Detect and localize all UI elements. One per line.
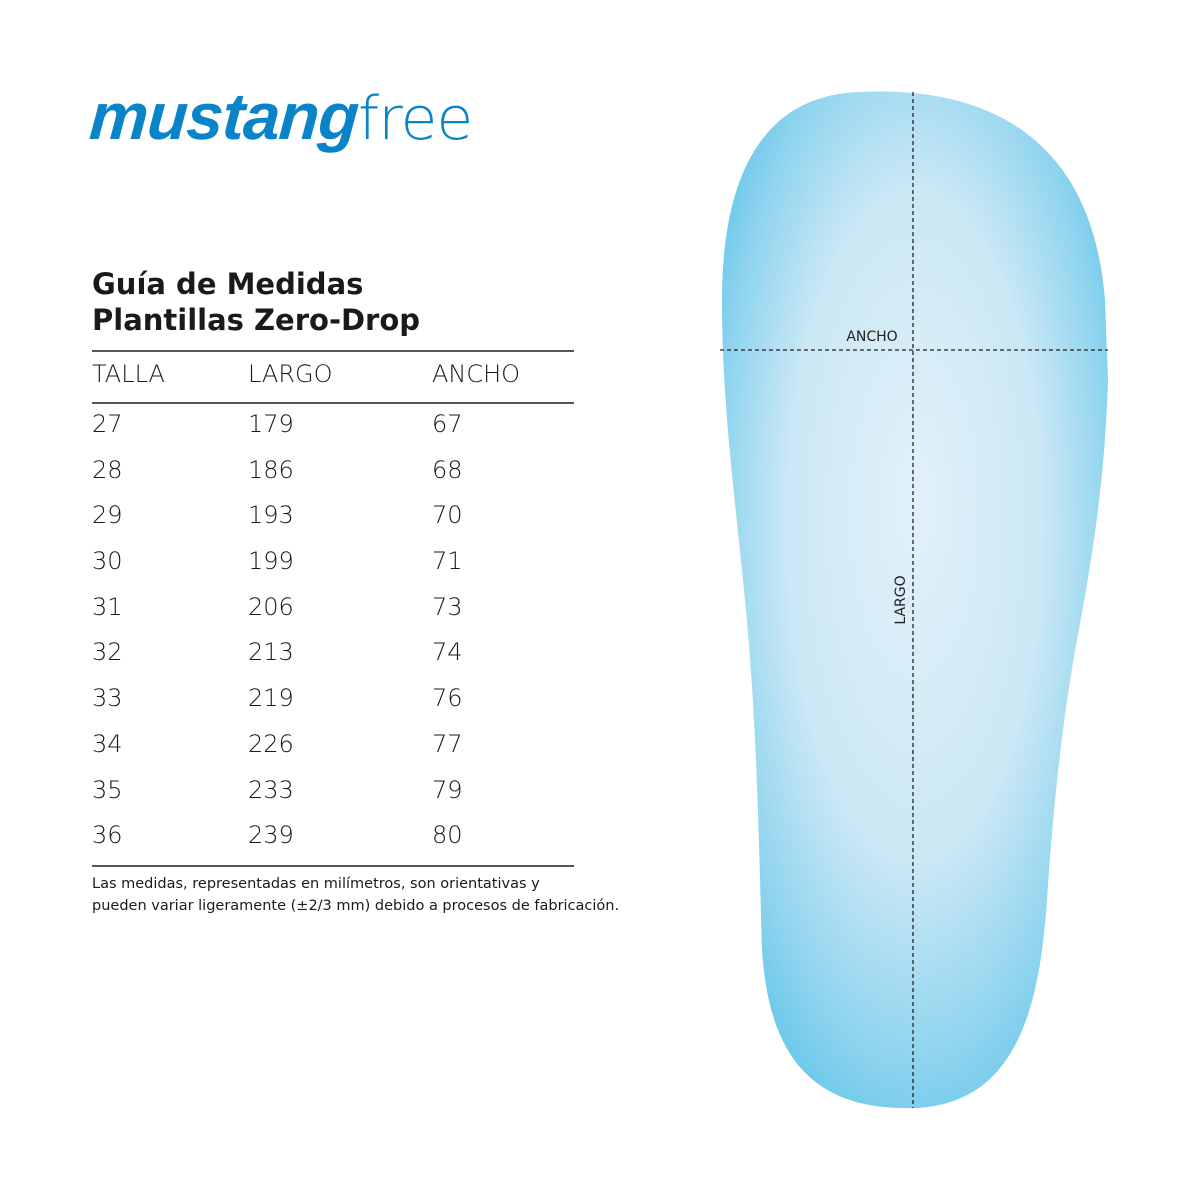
table-row: 32 213 74 — [92, 638, 574, 684]
cell-largo: 213 — [248, 638, 294, 667]
table-row: 35 233 79 — [92, 776, 574, 822]
logo-light-text: free — [358, 84, 473, 154]
cell-largo: 193 — [248, 501, 294, 530]
cell-ancho: 67 — [432, 410, 463, 438]
table-bottom-rule — [92, 865, 574, 867]
cell-talla: 36 — [92, 821, 123, 850]
cell-ancho: 77 — [432, 729, 463, 758]
length-label: LARGO — [893, 575, 909, 624]
table-header: TALLA LARGO ANCHO — [92, 360, 574, 402]
cell-largo: 226 — [248, 729, 294, 758]
cell-talla: 31 — [92, 592, 123, 621]
table-header-rule — [92, 402, 574, 404]
title-line-2: Plantillas Zero-Drop — [92, 303, 421, 337]
cell-ancho: 79 — [432, 775, 463, 804]
cell-talla: 34 — [92, 729, 123, 758]
table-row: 34 226 77 — [92, 730, 574, 776]
width-label: ANCHO — [846, 329, 897, 345]
cell-talla: 29 — [92, 501, 123, 530]
table-row: 27 179 67 — [92, 410, 574, 456]
table-row: 28 186 68 — [92, 456, 574, 502]
cell-largo: 233 — [248, 775, 294, 804]
note-line-1: Las medidas, representadas en milímetros… — [92, 876, 540, 892]
brand-logo: mustangfree — [87, 78, 473, 154]
cell-largo: 199 — [248, 547, 294, 576]
table-row: 30 199 71 — [92, 547, 574, 593]
insole-shape — [722, 91, 1108, 1109]
disclaimer-note: Las medidas, representadas en milímetros… — [92, 873, 619, 917]
cell-largo: 219 — [248, 684, 294, 713]
cell-talla: 28 — [92, 455, 123, 484]
note-line-2: pueden variar ligeramente (±2/3 mm) debi… — [92, 898, 620, 914]
cell-talla: 35 — [92, 775, 123, 804]
cell-talla: 30 — [92, 547, 123, 576]
table-row: 33 219 76 — [92, 684, 574, 730]
header-largo: LARGO — [248, 360, 333, 388]
cell-largo: 239 — [248, 821, 294, 850]
cell-ancho: 70 — [432, 501, 463, 530]
cell-largo: 206 — [248, 592, 294, 621]
cell-talla: 32 — [92, 638, 123, 667]
cell-ancho: 74 — [432, 638, 463, 667]
cell-ancho: 68 — [432, 455, 463, 484]
page-title: Guía de Medidas Plantillas Zero-Drop — [92, 266, 420, 338]
cell-talla: 33 — [92, 684, 123, 713]
table-top-rule — [92, 350, 574, 352]
table-row: 29 193 70 — [92, 501, 574, 547]
cell-largo: 186 — [248, 455, 294, 484]
size-table: TALLA LARGO ANCHO 27 179 67 28 186 68 29 193 70 3… — [92, 360, 574, 867]
title-line-1: Guía de Medidas — [92, 267, 364, 301]
cell-largo: 179 — [248, 410, 294, 438]
cell-ancho: 73 — [432, 592, 463, 621]
table-row: 36 239 80 — [92, 821, 574, 867]
cell-ancho: 80 — [432, 821, 463, 850]
cell-ancho: 76 — [432, 684, 463, 713]
header-ancho: ANCHO — [432, 360, 521, 388]
cell-ancho: 71 — [432, 547, 463, 576]
table-row: 31 206 73 — [92, 593, 574, 639]
cell-talla: 27 — [92, 410, 123, 438]
header-talla: TALLA — [92, 360, 165, 388]
